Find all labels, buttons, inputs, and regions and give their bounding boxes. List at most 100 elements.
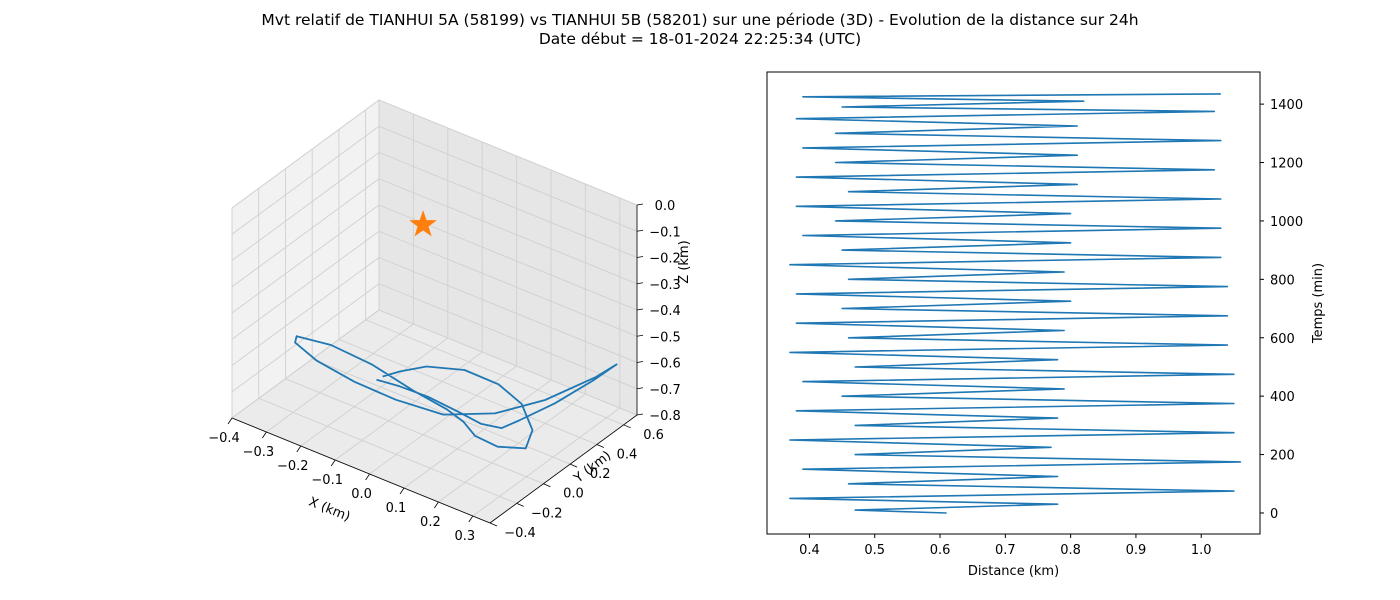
grid-line-z-back [378,99,638,206]
z-tick-label: −0.2 [649,252,681,267]
x-tick-mark [434,501,439,509]
x-tick-label: −0.1 [311,473,343,488]
grid-line-z-left [231,125,380,235]
y-tick-mark [489,522,498,527]
grid-line-z-left [231,257,380,366]
y-tick-mark [623,424,631,429]
grid-line-x-floor [472,407,621,517]
x-tick-label: 1.0 [1191,543,1212,558]
z-tick-mark [636,387,644,390]
x-tick-label: 0.6 [930,543,951,558]
distance-series-line [789,93,1242,514]
grid-line-z-back [378,283,638,390]
z-tick-mark [636,203,644,206]
grid-line-z-left [231,178,380,288]
x-tick-label: 0.3 [454,529,475,544]
y-tick-mark [570,463,578,468]
x-axis-label: Distance (km) [968,564,1059,579]
grid-line-z-back [378,152,638,258]
grid-line-z-back [378,125,638,232]
z-tick-label: 0.0 [655,199,676,214]
y-axis-label: Temps (min) [1311,263,1326,344]
z-tick-label: −0.3 [649,278,681,293]
y-tick-label: 400 [1270,390,1295,405]
chart-title-line-1: Mvt relatif de TIANHUI 5A (58199) vs TIA… [261,11,1139,29]
x-tick-label: 0.5 [864,543,885,558]
y-tick-mark [543,483,551,488]
z-tick-mark [636,308,644,311]
z-tick-label: −0.8 [649,409,681,424]
grid-line-z-left [231,99,380,209]
z-axis-label: Z (km) [677,240,692,283]
grid-line-z-back [378,178,638,285]
y-tick-mark [516,502,524,507]
z-tick-mark [636,256,644,258]
x-axis-label: X (km) [306,495,352,525]
grid-line-z-left [231,204,380,314]
z-tick-label: −0.5 [649,330,681,345]
grid-line-z-left [231,230,380,340]
grid-line-x-floor [266,323,414,433]
y-tick-mark [596,444,605,448]
grid-line-y-floor [285,378,544,485]
y-tick-label: −0.4 [504,526,536,541]
z-tick-mark [636,229,644,232]
x-tick-label: −0.4 [208,431,240,446]
grid-line-y-floor [258,397,517,504]
x-tick-mark [468,515,474,523]
z-tick-label: −0.7 [649,383,681,398]
x-tick-label: 0.4 [799,543,820,558]
y-tick-label: 200 [1270,449,1295,464]
z-tick-mark [636,334,644,337]
grid-line-y-floor [338,339,598,445]
x-tick-mark [227,417,233,425]
plot-distance-over-time: 0.4 0.5 0.6 0.7 0.8 0.9 1.0 0 200 400 600 800 1000 12… [766,71,1326,579]
grid-line-x-floor [369,365,517,475]
grid-line-z-back [378,230,638,337]
x-tick-mark [296,445,302,453]
x-tick-mark [365,473,370,481]
z-tick-mark [636,361,644,363]
x-tick-label: −0.2 [277,459,309,474]
x-tick-label: 0.2 [420,515,441,530]
x-tick-label: 0.1 [386,501,407,516]
plot-frame [766,71,1261,535]
z-tick-label: −0.4 [649,304,681,319]
chart-title-line-2: Date début = 18-01-2024 22:25:34 (UTC) [538,30,862,48]
x-tick-label: −0.3 [243,445,275,460]
grid-line-z-back [378,309,638,416]
y-tick-label: 0.4 [617,447,638,462]
y-tick-label: 0.2 [590,467,611,482]
y-tick-label: 0.0 [563,487,584,502]
x-tick-label: 0.0 [351,487,372,502]
z-tick-mark [636,413,644,416]
x-tick-label: 0.9 [1126,543,1147,558]
z-tick-mark [636,282,644,285]
plot-3d-relative-motion: −0.4−0.3−0.2−0.10.00.10.20.3 −0.4−0.20.00… [208,99,692,544]
x-tick-label: 0.7 [995,543,1016,558]
grid-line-x-floor [300,337,449,447]
y-tick-label: 1000 [1270,215,1303,230]
x-tick-mark [399,487,405,495]
x-axis-line [231,417,491,524]
trajectory-line [294,335,618,450]
grid-line-z-left [231,309,380,419]
origin-star-marker [409,210,437,237]
x-tick-mark [330,459,336,467]
grid-line-z-back [378,257,638,363]
y-tick-label: 0 [1270,507,1278,522]
x-tick-mark [262,431,267,439]
y-tick-label: 1200 [1270,157,1303,172]
grid-line-y-floor [365,319,624,426]
y-tick-label: −0.2 [531,506,563,521]
y-tick-label: 800 [1270,273,1295,288]
y-tick-label: 600 [1270,332,1295,347]
y-tick-label: 1400 [1270,98,1303,113]
z-tick-label: −0.6 [649,357,681,372]
z-tick-label: −0.1 [649,225,681,240]
y-tick-label: 0.6 [643,428,664,443]
grid-line-x-floor [403,379,552,489]
x-tick-label: 0.8 [1060,543,1081,558]
grid-line-z-left [231,152,380,261]
